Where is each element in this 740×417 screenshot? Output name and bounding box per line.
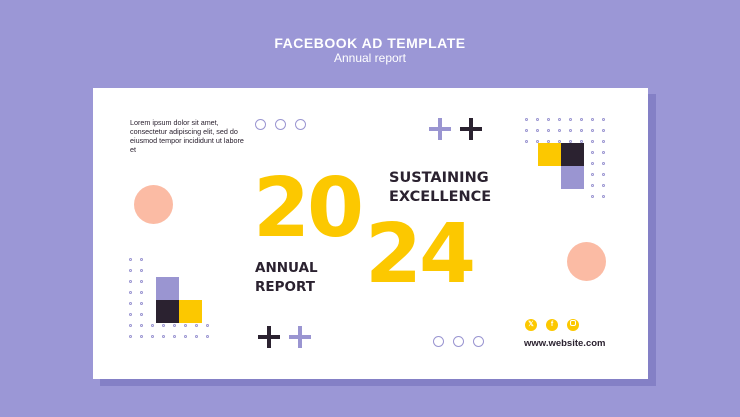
ring-icon: [473, 336, 484, 347]
dot-icon: [195, 335, 198, 338]
dot-icon: [547, 140, 550, 143]
dot-icon: [602, 129, 605, 132]
instagram-icon[interactable]: [567, 319, 579, 331]
ring-icon: [433, 336, 444, 347]
dot-icon: [591, 162, 594, 165]
dot-icon: [140, 291, 143, 294]
dot-icon: [140, 313, 143, 316]
lavender-square: [561, 166, 584, 189]
dot-icon: [140, 258, 143, 261]
headline-line2: EXCELLENCE: [389, 189, 492, 205]
peach-circle: [567, 242, 606, 281]
dot-icon: [151, 335, 154, 338]
dot-icon: [602, 140, 605, 143]
x-icon[interactable]: 𝕏: [525, 319, 537, 331]
plus-icon: [258, 326, 280, 348]
dot-icon: [140, 324, 143, 327]
dot-icon: [591, 151, 594, 154]
dot-icon: [162, 335, 165, 338]
ring-icon: [275, 119, 286, 130]
ring-icon: [453, 336, 464, 347]
website-link[interactable]: www.website.com: [524, 338, 606, 349]
dot-icon: [602, 195, 605, 198]
label-line2: REPORT: [255, 279, 315, 295]
dot-icon: [569, 118, 572, 121]
dot-icon: [536, 118, 539, 121]
dot-icon: [129, 280, 132, 283]
peach-circle: [134, 185, 173, 224]
dot-icon: [591, 140, 594, 143]
dot-icon: [591, 129, 594, 132]
headline-line1: SUSTAINING: [389, 170, 489, 186]
yellow-square: [538, 143, 561, 166]
plus-icon: [460, 118, 482, 140]
dot-icon: [162, 324, 165, 327]
dot-icon: [536, 140, 539, 143]
dot-icon: [140, 335, 143, 338]
dot-icon: [129, 302, 132, 305]
dot-icon: [569, 140, 572, 143]
dot-icon: [591, 173, 594, 176]
dot-icon: [195, 324, 198, 327]
dot-icon: [140, 302, 143, 305]
dot-icon: [602, 118, 605, 121]
dot-icon: [602, 173, 605, 176]
dot-icon: [591, 195, 594, 198]
dot-grid: [129, 258, 219, 348]
dot-icon: [591, 184, 594, 187]
dot-icon: [129, 269, 132, 272]
dot-icon: [129, 335, 132, 338]
header-subtitle: Annual report: [333, 51, 407, 65]
dot-icon: [129, 291, 132, 294]
yellow-square: [179, 300, 202, 323]
dot-icon: [129, 258, 132, 261]
dot-icon: [206, 324, 209, 327]
dot-icon: [525, 140, 528, 143]
lorem-text: Lorem ipsum dolor sit amet, consectetur …: [130, 118, 244, 154]
dot-icon: [173, 335, 176, 338]
dot-grid: [525, 118, 615, 208]
header-title: FACEBOOK AD TEMPLATE: [274, 35, 466, 51]
dot-icon: [602, 151, 605, 154]
ring-icon: [255, 119, 266, 130]
dot-icon: [558, 129, 561, 132]
year-bottom: 24: [365, 207, 476, 302]
dot-icon: [547, 129, 550, 132]
lavender-square: [156, 277, 179, 300]
dot-icon: [173, 324, 176, 327]
plus-icon: [289, 326, 311, 348]
dot-icon: [206, 335, 209, 338]
dot-icon: [580, 140, 583, 143]
dark-square: [156, 300, 179, 323]
ring-icon: [295, 119, 306, 130]
dot-icon: [580, 129, 583, 132]
dot-icon: [547, 118, 550, 121]
dot-icon: [536, 129, 539, 132]
dot-icon: [569, 129, 572, 132]
dark-square: [561, 143, 584, 166]
dot-icon: [558, 140, 561, 143]
ad-card: Lorem ipsum dolor sit amet, consectetur …: [93, 88, 648, 379]
dot-icon: [140, 269, 143, 272]
dot-icon: [525, 129, 528, 132]
dot-icon: [151, 324, 154, 327]
dot-icon: [129, 313, 132, 316]
dot-icon: [129, 324, 132, 327]
dot-icon: [184, 335, 187, 338]
plus-icon: [429, 118, 451, 140]
dot-icon: [558, 118, 561, 121]
year-top: 20: [253, 161, 364, 256]
dot-icon: [525, 118, 528, 121]
dot-icon: [602, 162, 605, 165]
dot-icon: [602, 184, 605, 187]
dot-icon: [184, 324, 187, 327]
label-line1: ANNUAL: [255, 260, 318, 276]
facebook-icon[interactable]: f: [546, 319, 558, 331]
dot-icon: [580, 118, 583, 121]
dot-icon: [591, 118, 594, 121]
dot-icon: [140, 280, 143, 283]
